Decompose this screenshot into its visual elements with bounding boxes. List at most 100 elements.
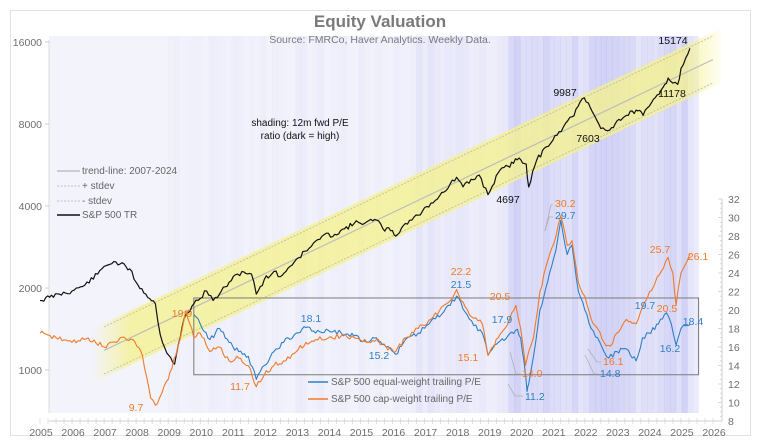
x-axis-tick-label: 2014 xyxy=(318,427,342,439)
shading-band xyxy=(180,36,186,413)
label-cw-20-5-b: 20.5 xyxy=(657,303,678,315)
series-line-s-p-500-tr xyxy=(39,48,691,365)
shading-band xyxy=(531,36,538,413)
label-sp500-2020-low: 4697 xyxy=(496,194,520,206)
shading-note-line-1: shading: 12m fwd P/E xyxy=(251,118,349,129)
label-leader-line xyxy=(584,354,598,375)
x-axis-tick-label: 2024 xyxy=(638,427,662,439)
label-sp500-peak: 15174 xyxy=(658,35,687,47)
legend-bottom: S&P 500 equal-weight trailing P/E S&P 50… xyxy=(308,377,481,405)
shading-band xyxy=(675,36,682,413)
right-axis-tick-label: 12 xyxy=(728,379,740,391)
x-axis-tick-label: 2012 xyxy=(254,427,278,439)
shading-band xyxy=(237,36,243,413)
right-axis-tick-label: 30 xyxy=(728,213,740,225)
label-cw-26-1: 26.1 xyxy=(688,251,709,263)
right-axis-tick-label: 18 xyxy=(728,324,740,336)
x-axis-tick-label: 2022 xyxy=(574,427,598,439)
label-ew-21-5: 21.5 xyxy=(451,279,472,291)
shading-band xyxy=(255,36,261,413)
shading-band xyxy=(468,36,475,413)
axes: 1600080004000200010003230282624222018161… xyxy=(13,37,740,439)
label-cw-30-2: 30.2 xyxy=(555,198,576,210)
legend-label-trend: trend-line: 2007-2024 xyxy=(82,166,178,177)
x-axis-tick-label: 2016 xyxy=(382,427,406,439)
legend-label-sp500: S&P 500 TR xyxy=(82,210,137,221)
shading-band xyxy=(473,36,480,413)
shading-band xyxy=(249,36,255,413)
shading-band xyxy=(537,36,544,413)
x-axis-tick-label: 2010 xyxy=(190,427,214,439)
shading-band xyxy=(508,36,515,413)
label-sp500-2024-low: 11178 xyxy=(658,88,686,100)
shading-band xyxy=(295,36,302,413)
left-axis-tick-label: 2000 xyxy=(19,283,43,295)
label-cw-16-1: 16.1 xyxy=(603,356,624,368)
shading-band xyxy=(589,36,596,413)
shading-band xyxy=(185,36,191,413)
x-axis-tick-label: 2009 xyxy=(158,427,182,439)
x-axis-tick-label: 2025 xyxy=(670,427,694,439)
right-axis-tick-label: 10 xyxy=(728,398,740,410)
x-axis-tick-label: 2011 xyxy=(222,427,245,439)
x-axis-tick-label: 2008 xyxy=(125,427,149,439)
chart-title: Equity Valuation xyxy=(314,12,446,31)
x-axis-tick-label: 2005 xyxy=(29,427,53,439)
left-axis-tick-label: 1000 xyxy=(19,365,43,377)
shading-band xyxy=(197,36,203,413)
shading-band xyxy=(583,36,590,413)
right-axis-tick-label: 22 xyxy=(728,287,740,299)
shading-band xyxy=(629,36,636,413)
x-axis-tick-label: 2007 xyxy=(93,427,117,439)
label-ew-17-9: 17.9 xyxy=(492,314,513,326)
shading-band xyxy=(525,36,532,413)
shading-band xyxy=(646,36,654,413)
label-cw-9-7: 9.7 xyxy=(129,402,144,414)
shading-band xyxy=(606,36,613,413)
shading-band xyxy=(422,36,429,413)
left-axis-tick-label: 16000 xyxy=(13,37,42,49)
shading-band xyxy=(600,36,607,413)
right-axis-tick-label: 26 xyxy=(728,250,740,262)
label-cw-11-7: 11.7 xyxy=(230,381,250,393)
shading-band xyxy=(284,36,290,413)
x-axis-tick-label: 2018 xyxy=(446,427,470,439)
shading-band xyxy=(427,36,434,413)
left-axis-tick-label: 4000 xyxy=(19,201,43,213)
label-ew-19-7: 19.7 xyxy=(635,300,656,312)
label-leader-line xyxy=(509,351,520,375)
label-leader-line xyxy=(544,204,553,232)
label-ew-29-7: 29.7 xyxy=(555,210,576,222)
legend-label-minus-stdev: - stdev xyxy=(82,196,112,207)
label-ew-18-4: 18.4 xyxy=(683,316,704,328)
label-ew-11-2: 11.2 xyxy=(525,391,545,403)
shading-band xyxy=(485,36,491,413)
shading-band xyxy=(566,36,573,413)
label-cw-15-1: 15.1 xyxy=(458,352,479,364)
shading-band xyxy=(433,36,440,413)
legend-label-cap-weight: S&P 500 cap-weight trailing P/E xyxy=(331,394,473,405)
x-axis-tick-label: 2026 xyxy=(702,427,726,439)
label-ew-16-2: 16.2 xyxy=(660,343,681,355)
label-cw-19-9: 19.9 xyxy=(172,308,193,320)
shading-band xyxy=(266,36,272,413)
x-axis-tick-label: 2013 xyxy=(286,427,310,439)
shading-band xyxy=(641,36,648,413)
right-axis-tick-label: 8 xyxy=(728,416,734,428)
right-axis-tick-label: 32 xyxy=(728,194,740,206)
trend-line xyxy=(103,58,714,351)
right-axis-tick-label: 24 xyxy=(728,268,740,280)
right-axis-tick-label: 28 xyxy=(728,231,740,243)
series-line-s-p-500-equal-weight-trailing-p-e xyxy=(193,219,691,392)
shading-band xyxy=(623,36,630,413)
x-axis-tick-label: 2023 xyxy=(606,427,630,439)
legend-label-plus-stdev: + stdev xyxy=(82,181,115,192)
x-axis-tick-label: 2006 xyxy=(61,427,85,439)
shading-band xyxy=(664,36,671,413)
label-ew-14-8: 14.8 xyxy=(600,368,621,380)
label-sp500-2022-low: 7603 xyxy=(576,133,600,145)
shading-band xyxy=(652,36,659,413)
shading-band xyxy=(635,36,642,413)
shading-band xyxy=(456,36,463,413)
